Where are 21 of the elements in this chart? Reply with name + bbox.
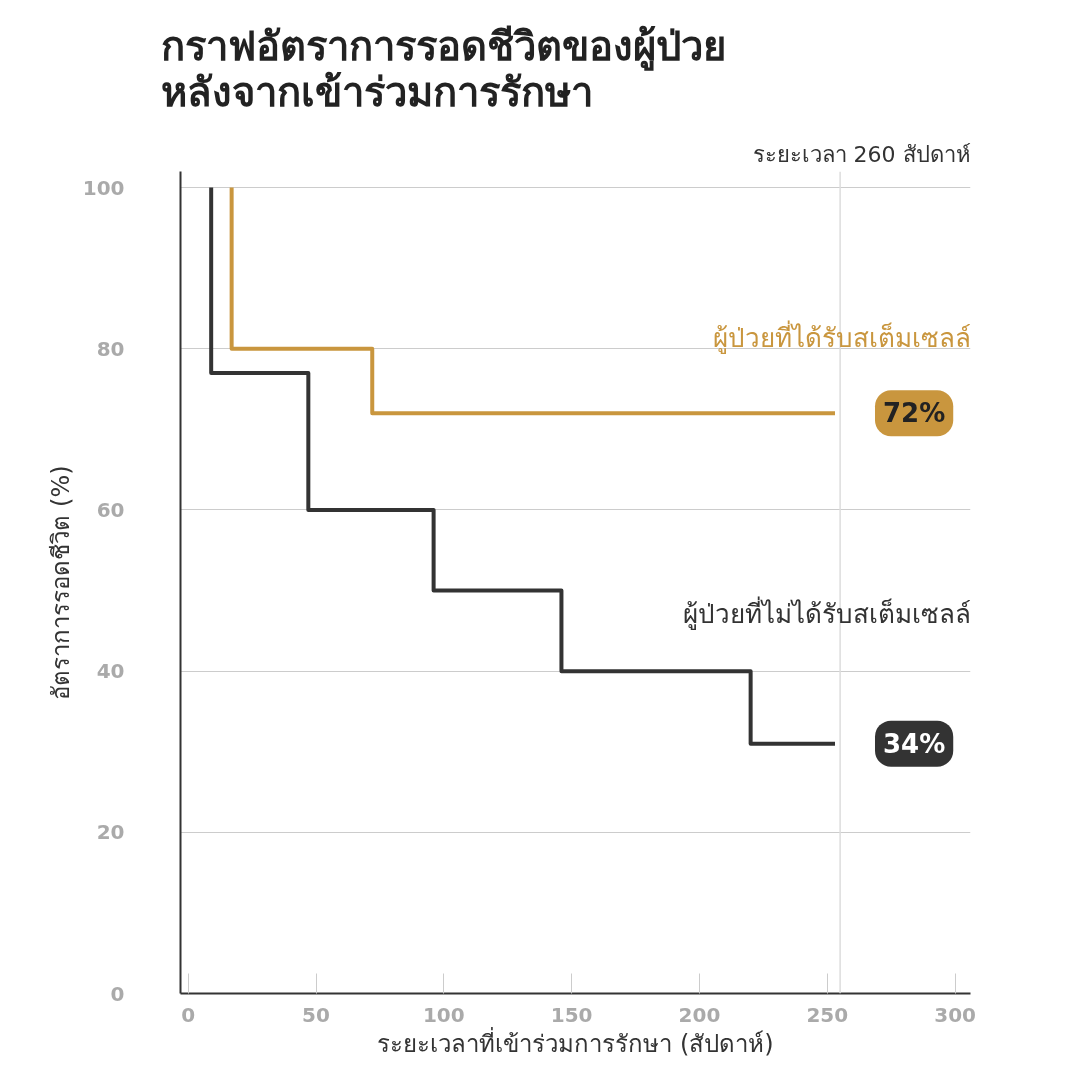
x-tick-label: 0 [181,1002,196,1027]
text: ผู้ป่วยที่ได้รับสเต็มเซลล์ [712,320,971,355]
y-tick-label: 0 [110,981,125,1006]
y-axis-title: อัตราการรอดชีวิต (%) [46,465,75,700]
y-tick-label: 60 [96,497,125,522]
x-tick-label: 50 [302,1002,330,1027]
x-tick-label: 200 [678,1002,721,1027]
y-tick-label: 20 [96,820,125,845]
annotation: 34% [883,728,946,759]
chart-title: กราฟอัตราการรอดชีวิตของผู้ป่วย หลังจากเข้าร่วมการรักษา [160,22,726,115]
x-tick-label: 300 [934,1002,977,1027]
x-axis-title: ระยะเวลาที่เข้าร่วมการรักษา (สัปดาห์) [377,1026,774,1058]
x-tick-label: 150 [550,1002,593,1027]
chart-subtitle: ระยะเวลา 260 สัปดาห์ [752,141,971,167]
series-label: ผู้ป่วยที่ไม่ได้รับสเต็มเซลล์ [682,595,971,630]
annotation: 72% [883,398,946,429]
y-tick-label: 40 [96,659,125,684]
y-tick-label: 100 [82,175,125,200]
x-tick-label: 250 [806,1002,849,1027]
y-tick-label: 80 [96,336,125,361]
x-tick-label: 100 [422,1002,465,1027]
